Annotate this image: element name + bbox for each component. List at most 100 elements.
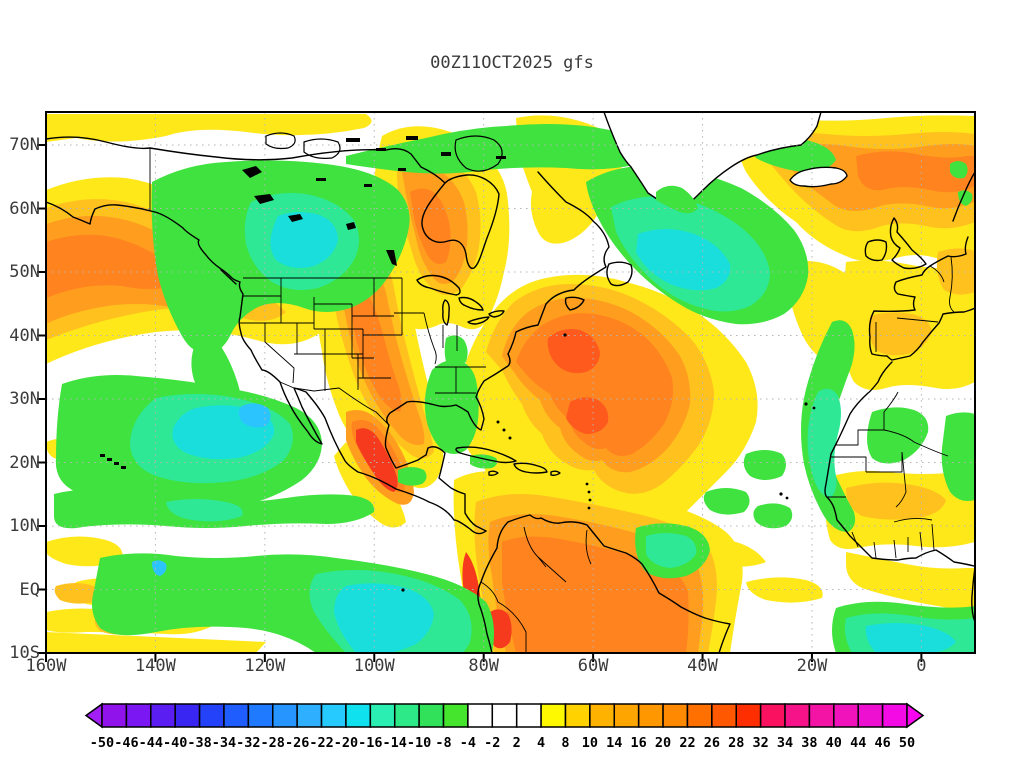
- colorbar-box: [759, 703, 786, 728]
- colorbar-box: [125, 703, 152, 728]
- lat-label-10s: 10S: [9, 643, 40, 663]
- lat-label-eq: EQ: [19, 579, 40, 600]
- colorbar-edge-label: 8: [561, 735, 569, 751]
- colorbar-box: [198, 703, 225, 728]
- colorbar-left-arrow: [84, 702, 103, 729]
- colorbar-box: [589, 703, 616, 728]
- lon-label-160w: 160W: [25, 656, 67, 676]
- colorbar-box: [784, 703, 811, 728]
- map-frame: [45, 111, 976, 654]
- colorbar-edge-label: 50: [899, 735, 915, 751]
- colorbar-edge-label: -16: [358, 735, 382, 751]
- colorbar-edge-label: 28: [728, 735, 744, 751]
- colorbar-right-arrow: [906, 702, 925, 729]
- colorbar-box: [857, 703, 884, 728]
- colorbar-box: [881, 703, 908, 728]
- colorbar-edge-label: 10: [582, 735, 598, 751]
- colorbar-box: [369, 703, 396, 728]
- colorbar: -50 -46 -44 -40 -38 -34 -32 -28 -26 -22 -20 -16 -14-…: [84, 702, 925, 751]
- axis-tick-marks: [37, 144, 923, 662]
- colorbar-box: [101, 703, 128, 728]
- colorbar-box: [540, 703, 567, 728]
- lon-label-40w: 40W: [687, 656, 718, 676]
- colorbar-edge-label: 34: [777, 735, 793, 751]
- colorbar-edge-label: 44: [850, 735, 866, 751]
- colorbar-box: [393, 703, 420, 728]
- colorbar-edge-label: 40: [826, 735, 842, 751]
- colorbar-edge-label: -40: [163, 735, 187, 751]
- colorbar-box: [735, 703, 762, 728]
- colorbar-edge-label: 46: [874, 735, 890, 751]
- colorbar-box: [467, 703, 494, 728]
- colorbar-box: [808, 703, 835, 728]
- colorbar-edge-label: -38: [187, 735, 211, 751]
- coastlines: [46, 132, 975, 653]
- lat-label-20n: 20N: [9, 452, 40, 473]
- lat-label-30n: 30N: [9, 389, 40, 409]
- colorbar-box: [637, 703, 664, 728]
- colorbar-box: [320, 703, 347, 728]
- colorbar-edge-label: -22: [309, 735, 333, 751]
- lon-label-80w: 80W: [468, 656, 500, 676]
- greenland-se-coast-green: [656, 185, 698, 214]
- colorbar-box: [345, 703, 372, 728]
- colorbar-box: [150, 703, 176, 728]
- colorbar-edge-label: -14: [383, 735, 407, 751]
- colorbar-edge-label: 32: [753, 735, 769, 751]
- lon-label-140w: 140W: [134, 656, 176, 676]
- small-lakes-and-islands: [100, 136, 816, 592]
- colorbar-edge-label: -32: [236, 735, 260, 751]
- colorbar-box: [247, 703, 274, 728]
- colorbar-edge-label: 22: [679, 735, 695, 751]
- colorbar-edge-label: 16: [631, 735, 647, 751]
- lat-label-50n: 50N: [9, 262, 40, 282]
- colorbar-box: [564, 703, 591, 728]
- lon-label-0: 0: [916, 656, 927, 676]
- colorbar-box: [833, 703, 859, 728]
- colorbar-edge-label: -28: [261, 735, 285, 751]
- colorbar-edge-label: -20: [334, 735, 358, 751]
- colorbar-edge-label: 26: [704, 735, 720, 751]
- colorbar-box: [662, 703, 689, 728]
- colorbar-edge-label: -4: [460, 735, 476, 751]
- colorbar-edge-label: -46: [114, 735, 138, 751]
- colorbar-box: [442, 703, 469, 728]
- lon-label-100w: 100W: [353, 656, 395, 676]
- colorbar-edge-label: -26: [285, 735, 309, 751]
- lon-label-20w: 20W: [796, 656, 828, 676]
- colorbar-edge-label: -50: [90, 735, 114, 751]
- political-borders: [149, 148, 955, 653]
- colorbar-box: [711, 703, 737, 728]
- shading-blue-spots: [152, 403, 271, 576]
- colorbar-edge-label: -34: [212, 735, 236, 751]
- colorbar-box: [174, 703, 201, 728]
- map-plot: [37, 111, 976, 662]
- colorbar-edge-label: 38: [801, 735, 817, 751]
- colorbar-box: [686, 703, 713, 728]
- colorbar-edge-label: 14: [606, 735, 622, 751]
- colorbar-box: [491, 703, 518, 728]
- lat-label-60n: 60N: [9, 198, 40, 219]
- title-run-line: 00Z11OCT2025 gfs: [430, 53, 594, 73]
- colorbar-edge-label: 2: [513, 735, 521, 751]
- colorbar-box: [515, 703, 542, 728]
- colorbar-box: [272, 703, 298, 728]
- colorbar-box: [418, 703, 445, 728]
- lon-label-60w: 60W: [577, 656, 609, 676]
- lat-label-10n: 10N: [9, 516, 40, 536]
- colorbar-edge-label: -10: [407, 735, 431, 751]
- iceland-landmass: [789, 166, 848, 188]
- colorbar-edge-label: 20: [655, 735, 671, 751]
- colorbar-box: [613, 703, 640, 728]
- colorbar-edge-label: 4: [537, 735, 545, 751]
- colorbar-box: [223, 703, 250, 728]
- lat-label-40n: 40N: [9, 325, 40, 346]
- colorbar-edge-label: -44: [139, 735, 163, 751]
- lon-label-120w: 120W: [244, 656, 286, 676]
- colorbar-edge-label: -2: [484, 735, 500, 751]
- lat-label-70n: 70N: [9, 135, 40, 156]
- colorbar-box: [296, 703, 323, 728]
- lat-lon-gridlines: [46, 112, 975, 653]
- colorbar-edge-label: -8: [435, 735, 451, 751]
